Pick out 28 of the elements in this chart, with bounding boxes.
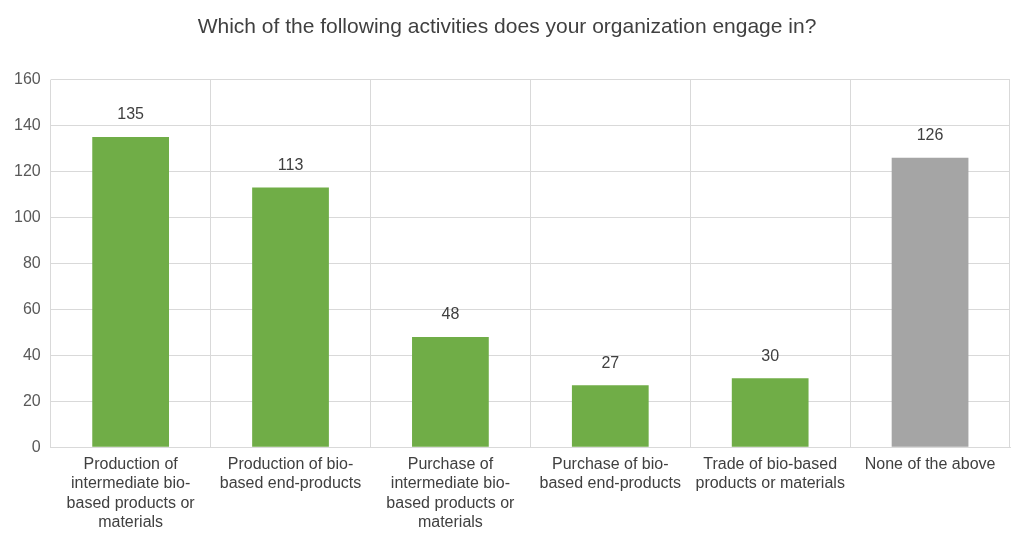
y-tick-label: 100 (13, 207, 41, 225)
data-label: 48 (441, 305, 460, 323)
bar (571, 385, 649, 447)
bar (92, 137, 170, 447)
x-tick-label: Purchase of intermediate bio-based products or materials (386, 455, 516, 530)
bar (412, 336, 489, 447)
x-tick-label: Production of bio-based end-products (219, 455, 362, 492)
y-tick-label: 80 (22, 253, 41, 271)
y-tick-label: 40 (22, 345, 41, 363)
data-label: 126 (916, 126, 944, 144)
y-tick-label: 0 (31, 437, 41, 455)
bar (252, 187, 329, 447)
x-tick-label: Production of intermediate bio-based products or materials (66, 455, 196, 530)
x-tick-label: Purchase of bio-based end-products (539, 455, 682, 492)
bar (731, 378, 809, 447)
x-tick-label: None of the above (864, 455, 996, 473)
data-label: 30 (761, 346, 780, 364)
y-tick-label: 120 (13, 161, 41, 179)
data-label: 27 (601, 353, 620, 371)
x-tick-label: Trade of bio-based products or materials (695, 455, 845, 492)
y-tick-label: 60 (22, 299, 41, 317)
data-label: 135 (117, 105, 145, 123)
data-label: 113 (277, 155, 304, 173)
y-tick-label: 20 (22, 391, 41, 409)
bar (891, 157, 969, 447)
y-tick-label: 160 (13, 70, 41, 88)
y-tick-label: 140 (13, 115, 41, 133)
chart-title: Which of the following activities does your organization engage in? (196, 14, 818, 38)
